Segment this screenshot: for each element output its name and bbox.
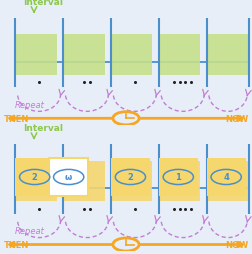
Bar — [207, 158, 246, 196]
Text: Repeat: Repeat — [15, 101, 45, 109]
Bar — [159, 161, 200, 201]
Text: 4: 4 — [223, 173, 229, 182]
Circle shape — [113, 238, 139, 251]
Text: 1: 1 — [175, 173, 181, 182]
Text: 2: 2 — [128, 173, 133, 182]
Bar — [111, 35, 152, 75]
Text: Repeat: Repeat — [15, 226, 45, 235]
Bar — [15, 161, 57, 201]
Text: Interval: Interval — [23, 124, 63, 133]
Text: Interval: Interval — [23, 0, 63, 7]
Text: THEN: THEN — [4, 114, 29, 123]
Bar — [15, 35, 57, 75]
Bar — [49, 158, 88, 196]
Bar — [207, 161, 248, 201]
Bar — [63, 35, 105, 75]
Text: NOW: NOW — [225, 240, 248, 249]
Text: 2: 2 — [32, 173, 38, 182]
Circle shape — [113, 112, 139, 125]
Bar — [63, 161, 105, 201]
Text: NOW: NOW — [225, 114, 248, 123]
Text: ω: ω — [65, 173, 72, 182]
Bar — [111, 158, 150, 196]
Bar — [111, 161, 152, 201]
Bar — [159, 158, 198, 196]
Text: THEN: THEN — [4, 240, 29, 249]
Bar — [15, 158, 54, 196]
Bar — [207, 35, 248, 75]
Bar — [159, 35, 200, 75]
